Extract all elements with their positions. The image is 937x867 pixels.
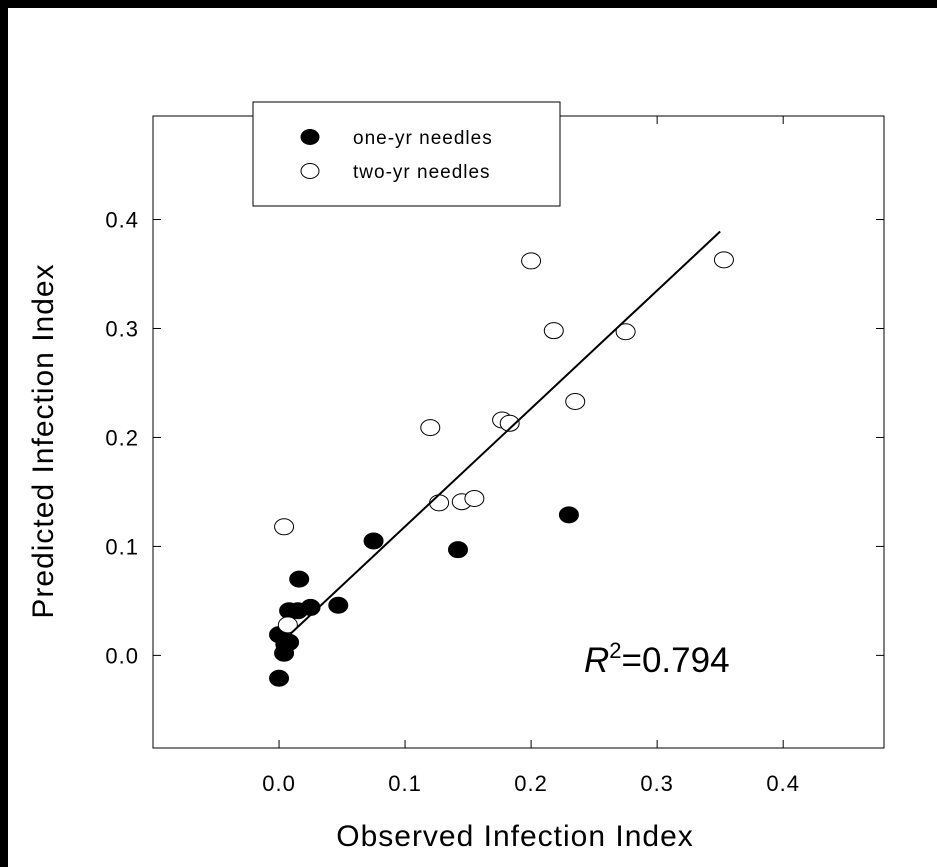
- two-yr-point: [429, 494, 450, 512]
- r-squared-value: =0.794: [622, 641, 730, 680]
- y-tick-label: 0.3: [105, 316, 139, 341]
- r-squared-annotation: R2=0.794: [584, 638, 730, 680]
- legend-label-two-yr: two-yr needles: [353, 162, 491, 183]
- figure-frame: 0.0 0.1 0.2 0.3 0.4 0.0 0.1 0.2 0.3 0.4 Observed…: [8, 8, 937, 867]
- plot-area: [152, 115, 885, 749]
- y-axis-label: Predicted Infection Index: [27, 263, 60, 618]
- regression-line: [278, 230, 721, 646]
- two-yr-point: [713, 251, 734, 269]
- one-yr-point: [289, 570, 310, 588]
- one-yr-point: [363, 532, 384, 550]
- legend-filled-circle-icon: [300, 129, 320, 145]
- x-tick-label: 0.3: [640, 771, 674, 796]
- x-tick-label: 0.0: [262, 771, 296, 796]
- legend-box: [252, 101, 561, 207]
- data-points: [269, 251, 734, 687]
- x-tick-label: 0.1: [388, 771, 422, 796]
- x-tick-label: 0.4: [766, 771, 800, 796]
- x-axis-label: Observed Infection Index: [336, 820, 694, 853]
- one-yr-point: [328, 596, 349, 614]
- y-tick-label: 0.4: [105, 208, 139, 233]
- one-yr-point: [558, 506, 579, 524]
- y-tick-label: 0.0: [105, 643, 139, 668]
- y-tick-label: 0.1: [105, 534, 139, 559]
- legend-open-circle-icon: [300, 163, 320, 179]
- plot-border: [152, 115, 885, 749]
- legend-label-one-yr: one-yr needles: [353, 128, 493, 149]
- r-superscript: 2: [609, 638, 621, 663]
- r-symbol: R: [584, 641, 609, 680]
- two-yr-point: [464, 489, 485, 507]
- two-yr-point: [543, 322, 564, 340]
- y-axis-ticks: 0.0 0.1 0.2 0.3 0.4: [105, 208, 884, 668]
- two-yr-point: [615, 323, 636, 341]
- one-yr-point: [269, 669, 290, 687]
- two-yr-point: [565, 392, 586, 410]
- two-yr-point: [499, 414, 520, 432]
- one-yr-point: [448, 541, 469, 559]
- x-tick-label: 0.2: [514, 771, 548, 796]
- two-yr-point: [521, 252, 542, 270]
- y-tick-label: 0.2: [105, 425, 139, 450]
- two-yr-point: [274, 518, 295, 536]
- legend: one-yr needles two-yr needles: [252, 101, 561, 207]
- scatter-chart: 0.0 0.1 0.2 0.3 0.4 0.0 0.1 0.2 0.3 0.4 Observed…: [27, 101, 885, 853]
- two-yr-point: [277, 616, 298, 634]
- two-yr-point: [420, 419, 441, 437]
- x-axis-ticks: 0.0 0.1 0.2 0.3 0.4: [262, 116, 800, 796]
